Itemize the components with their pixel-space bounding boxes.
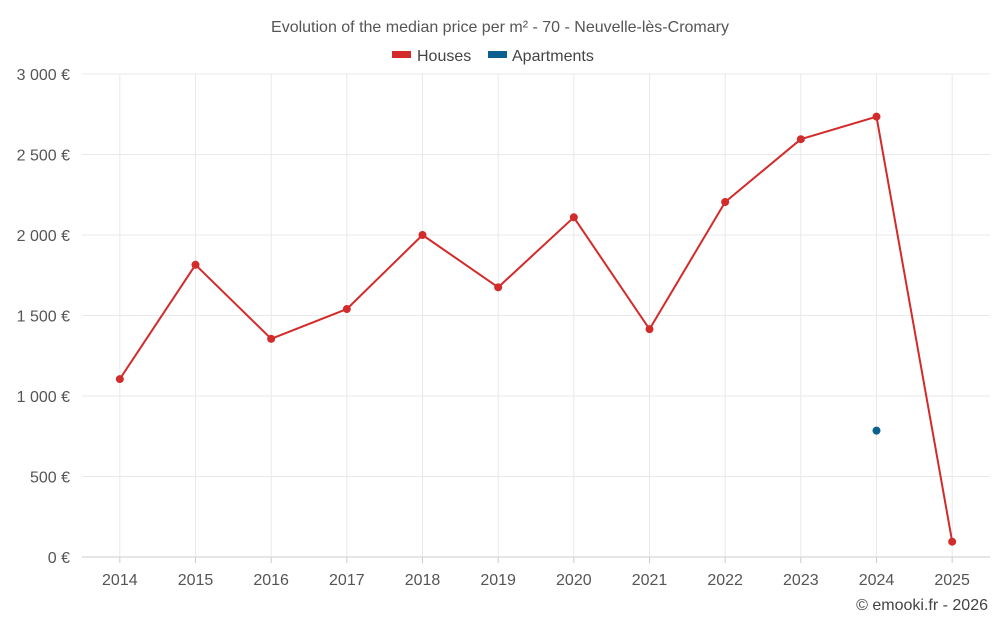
data-point-houses-2021[interactable] — [645, 325, 654, 334]
x-tick-label: 2017 — [329, 572, 365, 589]
y-tick-label: 2 500 € — [17, 148, 70, 165]
y-tick-label: 2 000 € — [17, 228, 70, 245]
x-tick-label: 2014 — [102, 572, 138, 589]
legend-label-houses[interactable]: Houses — [417, 48, 471, 65]
x-tick-label: 2024 — [859, 572, 895, 589]
x-tick-label: 2018 — [405, 572, 441, 589]
chart-title: Evolution of the median price per m² - 7… — [271, 19, 729, 36]
x-tick-label: 2015 — [178, 572, 214, 589]
x-tick-label: 2022 — [707, 572, 743, 589]
data-point-houses-2020[interactable] — [569, 213, 578, 222]
x-tick-label: 2019 — [480, 572, 516, 589]
y-tick-label: 1 000 € — [17, 389, 70, 406]
series-layer — [115, 112, 957, 546]
data-point-houses-2018[interactable] — [418, 231, 427, 239]
credit-text: © emooki.fr - 2026 — [856, 597, 988, 614]
data-point-houses-2019[interactable] — [494, 283, 503, 292]
y-tick-label: 0 € — [48, 550, 70, 567]
series-line-houses — [118, 115, 954, 542]
y-tick-label: 500 € — [30, 470, 70, 487]
legend-swatch-apartments[interactable] — [488, 51, 507, 58]
data-point-houses-2015[interactable] — [191, 260, 200, 269]
data-point-houses-2023[interactable] — [796, 135, 805, 144]
data-point-houses-2017[interactable] — [342, 305, 351, 314]
x-tick-label: 2016 — [253, 572, 289, 589]
data-point-houses-2025[interactable] — [948, 537, 957, 546]
y-axis: 0 € 500 € 1 000 € 1 500 € 2 000 € 2 500 € 3 00… — [17, 67, 70, 567]
data-point-apartments-2024[interactable] — [872, 426, 881, 435]
data-point-houses-2024[interactable] — [872, 112, 881, 121]
legend-swatch-houses[interactable] — [392, 51, 411, 58]
x-tick-label: 2025 — [934, 572, 970, 589]
legend: Houses Apartments — [392, 48, 594, 65]
x-tick-label: 2021 — [632, 572, 668, 589]
y-tick-label: 1 500 € — [17, 309, 70, 326]
x-tick-label: 2020 — [556, 572, 592, 589]
grid — [82, 73, 990, 558]
data-point-houses-2016[interactable] — [267, 334, 276, 343]
y-tick-label: 3 000 € — [17, 67, 70, 84]
data-point-houses-2014[interactable] — [115, 375, 124, 384]
data-point-houses-2022[interactable] — [721, 197, 730, 206]
legend-label-apartments[interactable]: Apartments — [512, 48, 594, 65]
x-axis: 2014 2015 2016 2017 2018 2019 2020 2021 2022 2023… — [102, 557, 970, 589]
x-tick-label: 2023 — [783, 572, 819, 589]
